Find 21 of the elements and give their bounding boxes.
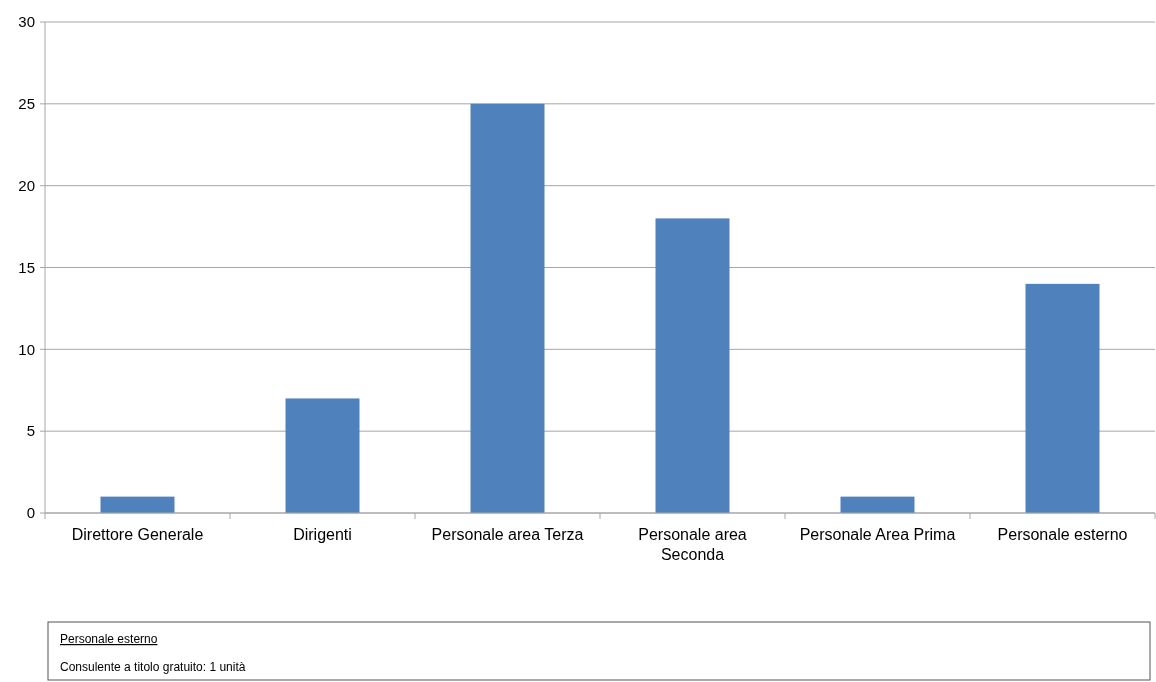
bar [100, 496, 175, 513]
text: Personale esterno [60, 632, 158, 646]
x-tick-label: Dirigenti [293, 526, 352, 543]
y-tick-label: 25 [18, 95, 35, 113]
x-tick-label: Personale area Seconda [638, 526, 747, 563]
x-tick-label: Personale area Terza [431, 526, 584, 543]
x-tick-label: Direttore Generale [71, 526, 204, 543]
bar [285, 398, 360, 513]
bar [470, 103, 545, 513]
y-tick-label: 0 [26, 504, 35, 522]
y-tick-label: 20 [18, 176, 35, 194]
bar [1025, 283, 1100, 513]
text: Consulente a titolo gratuito: 1 unità [60, 660, 246, 674]
y-tick-label: 10 [18, 340, 35, 358]
bar [655, 218, 730, 513]
bar [840, 496, 915, 513]
x-tick-label: Personale Area Prima [799, 526, 956, 543]
x-tick-label: Personale esterno [997, 526, 1128, 543]
y-tick-label: 15 [18, 258, 35, 276]
y-tick-label: 5 [26, 422, 35, 440]
y-tick-label: 30 [18, 13, 35, 31]
